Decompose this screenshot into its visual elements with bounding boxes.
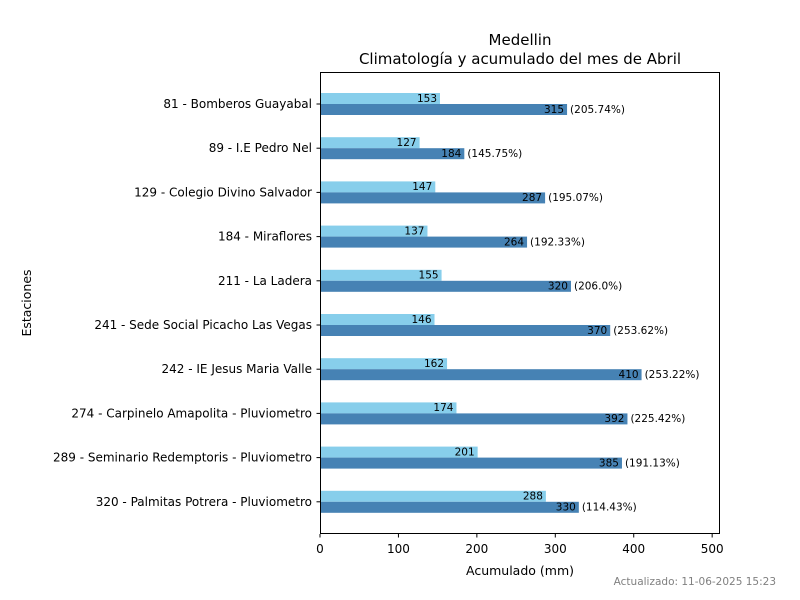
x-tick-label: 300 [544, 542, 567, 556]
x-tick-label: 200 [465, 542, 488, 556]
percent-label: (192.33%) [530, 236, 585, 248]
percent-label: (145.75%) [467, 148, 522, 160]
bar-acumulado [320, 501, 579, 513]
value-label-climatologia: 137 [404, 225, 424, 237]
y-tick-label: 81 - Bomberos Guayabal [163, 97, 312, 111]
y-tick-label: 320 - Palmitas Potrera - Pluviometro [96, 495, 312, 509]
bar-acumulado [320, 369, 642, 381]
bar-climatologia [320, 314, 435, 325]
value-label-acumulado: 410 [619, 369, 639, 381]
bar-climatologia [320, 137, 420, 149]
value-label-acumulado: 392 [604, 413, 624, 425]
bar-acumulado [320, 325, 611, 336]
y-tick-label: 89 - I.E Pedro Nel [209, 141, 312, 155]
bar-acumulado [320, 457, 622, 469]
bars-group [320, 93, 642, 513]
y-tick-label: 184 - Miraflores [218, 230, 312, 244]
x-tick-label: 100 [387, 542, 410, 556]
y-axis: 81 - Bomberos Guayabal 89 - I.E Pedro Nel… [53, 97, 320, 509]
x-tick-label: 500 [701, 542, 724, 556]
y-tick-label: 211 - La Ladera [218, 274, 312, 288]
value-label-acumulado: 184 [441, 148, 461, 160]
bar-acumulado [320, 280, 571, 292]
value-label-climatologia: 174 [433, 402, 453, 414]
bar-climatologia [320, 446, 478, 458]
bar-climatologia [320, 402, 457, 414]
updated-timestamp: Actualizado: 11-06-2025 15:23 [614, 576, 776, 588]
x-axis: 0 100 200 300 400 500 [316, 534, 724, 556]
y-tick-label: 129 - Colegio Divino Salvador [134, 185, 312, 199]
percent-label: (191.13%) [625, 457, 680, 469]
x-tick-label: 0 [316, 542, 324, 556]
percent-label: (253.62%) [613, 325, 668, 337]
percent-label: (206.0%) [574, 281, 622, 293]
bar-acumulado [320, 236, 528, 248]
value-label-climatologia: 153 [417, 93, 437, 105]
value-label-climatologia: 288 [523, 491, 543, 503]
chart-title: Medellin [489, 31, 552, 49]
bar-climatologia [320, 181, 436, 193]
value-label-climatologia: 155 [419, 270, 439, 282]
bar-acumulado [320, 192, 546, 204]
y-axis-label: Estaciones [19, 269, 34, 336]
bar-acumulado [320, 104, 568, 115]
value-label-climatologia: 201 [455, 446, 475, 458]
percent-label: (205.74%) [570, 104, 625, 116]
y-tick-label: 242 - IE Jesus Maria Valle [162, 362, 312, 376]
value-label-climatologia: 146 [411, 314, 431, 326]
value-label-climatologia: 147 [412, 181, 432, 193]
bar-climatologia [320, 269, 442, 281]
bar-climatologia [320, 93, 440, 104]
bar-acumulado [320, 413, 628, 425]
value-label-acumulado: 264 [504, 236, 524, 248]
x-axis-label: Acumulado (mm) [466, 563, 574, 578]
chart-subtitle: Climatología y acumulado del mes de Abri… [359, 50, 681, 68]
value-label-acumulado: 315 [544, 104, 564, 116]
value-label-acumulado: 370 [587, 325, 607, 337]
percent-label: (114.43%) [582, 502, 637, 514]
percent-label: (253.22%) [645, 369, 700, 381]
bar-acumulado [320, 148, 465, 160]
plot-frame [320, 72, 720, 534]
value-label-climatologia: 127 [397, 137, 417, 149]
value-label-acumulado: 287 [522, 192, 542, 204]
value-label-climatologia: 162 [424, 358, 444, 370]
y-tick-label: 274 - Carpinelo Amapolita - Pluviometro [71, 406, 312, 420]
labels-group: 153 315 (205.74%) 127 184 (145.75%) 147 287 (195… [397, 93, 700, 514]
value-label-acumulado: 330 [556, 502, 576, 514]
y-tick-label: 289 - Seminario Redemptoris - Pluviometr… [53, 451, 312, 465]
bar-climatologia [320, 358, 448, 370]
percent-label: (225.42%) [630, 413, 685, 425]
x-tick-label: 400 [622, 542, 645, 556]
bar-climatologia [320, 225, 428, 237]
value-label-acumulado: 385 [599, 457, 619, 469]
value-label-acumulado: 320 [548, 281, 568, 293]
percent-label: (195.07%) [548, 192, 603, 204]
y-tick-label: 241 - Sede Social Picacho Las Vegas [94, 318, 312, 332]
bar-climatologia [320, 490, 546, 502]
